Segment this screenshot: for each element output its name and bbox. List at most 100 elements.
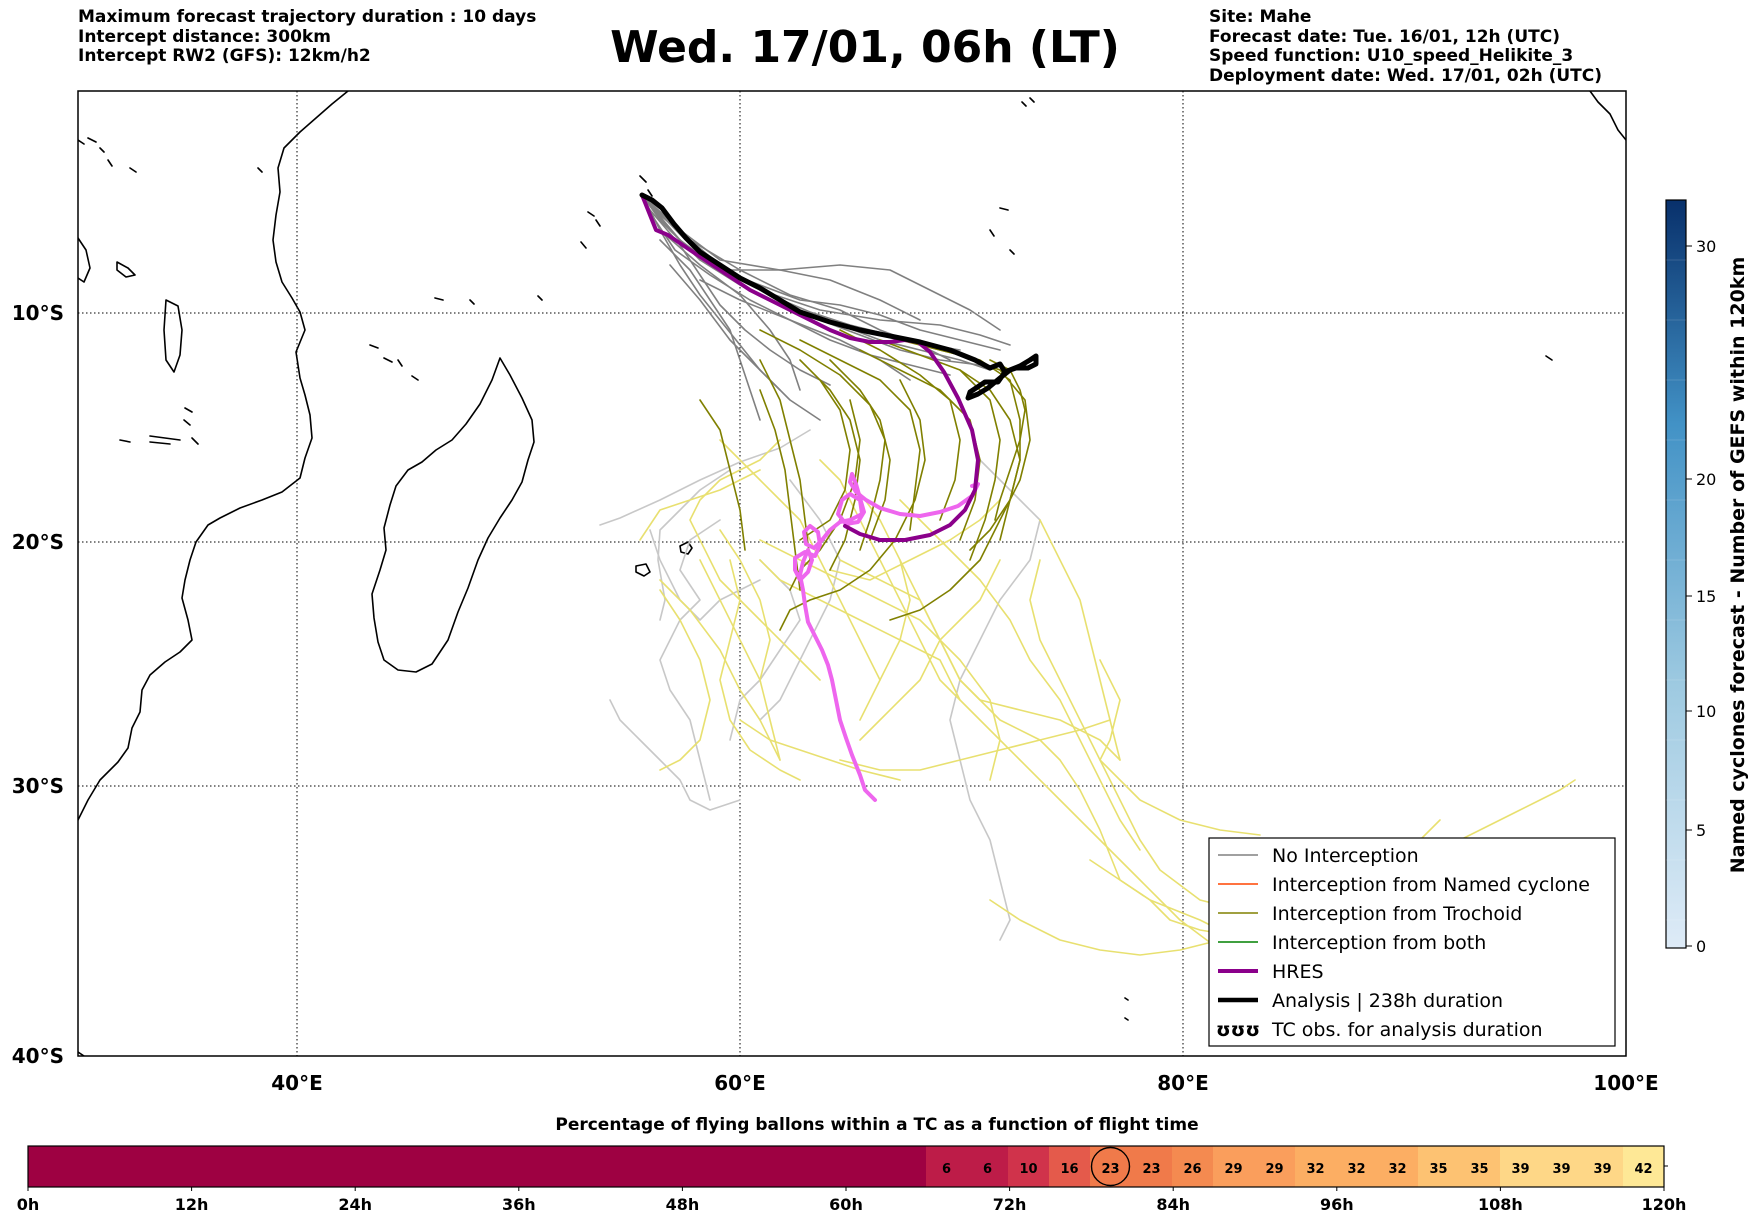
flight-time-cell-value: 32 — [1347, 1162, 1365, 1177]
comoros-islands — [369, 344, 419, 381]
flight-time-cell — [1008, 1146, 1050, 1187]
flight-time-cell — [1336, 1146, 1378, 1187]
map-frame — [77, 90, 1627, 1057]
flight-time-cell-value: 42 — [1634, 1162, 1652, 1177]
flight-time-cell-value: 6 — [942, 1162, 951, 1177]
current-time-marker — [1090, 1146, 1131, 1187]
madagascar-coast — [371, 357, 535, 673]
map-legend: No Interception Interception from Named … — [1208, 837, 1616, 1047]
flight-time-cell-value: 16 — [1060, 1162, 1078, 1177]
colorbar-scale — [1665, 199, 1687, 949]
lat-tick-label: 40°S — [12, 1044, 64, 1068]
flight-time-cell-value: 29 — [1265, 1162, 1283, 1177]
flight-time-cell-value: 26 — [1183, 1162, 1201, 1177]
flight-time-cell — [1418, 1146, 1460, 1187]
named-cyclones-colorbar: 0 5 10 15 20 30 Named cyclones forecast … — [1665, 199, 1749, 956]
flight-time-cell-value: 39 — [1552, 1162, 1570, 1177]
time-tick-label: 72h — [993, 1195, 1027, 1214]
flight-time-cell-value: 35 — [1429, 1162, 1447, 1177]
analysis-trajectory — [639, 192, 1039, 401]
australia-corner — [1589, 91, 1626, 141]
flight-time-cell-value: 29 — [1224, 1162, 1242, 1177]
pink-trajectory — [793, 472, 980, 802]
flight-time-cell — [1254, 1146, 1296, 1187]
legend-label-trochoid: Interception from Trochoid — [1272, 903, 1522, 925]
map-gridlines — [78, 91, 1626, 1056]
flight-time-cell — [967, 1146, 1009, 1187]
colorbar-tick-label: 0 — [1696, 937, 1706, 956]
flight-time-cell — [1541, 1146, 1583, 1187]
legend-label-no-interception: No Interception — [1272, 845, 1419, 867]
time-tick-label: 24h — [338, 1195, 372, 1214]
flight-time-cell — [1582, 1146, 1624, 1187]
page-title: Wed. 17/01, 06h (LT) — [610, 22, 1120, 73]
lon-tick-label: 100°E — [1593, 1071, 1658, 1095]
forecast-date-label: Forecast date: Tue. 16/01, 12h (UTC) — [1209, 26, 1560, 47]
colorbar-tick-label: 5 — [1696, 821, 1706, 840]
coastlines — [78, 91, 1626, 1056]
intercept-distance-label: Intercept distance: 300km — [78, 26, 331, 47]
flight-time-bar-cells: 6 6 10 16 23 23 26 29 29 32 32 32 35 35 39 39 39 42 — [926, 1146, 1665, 1187]
flight-time-cell-value: 10 — [1019, 1162, 1037, 1177]
flight-time-cell-value: 39 — [1593, 1162, 1611, 1177]
flight-time-bar: Percentage of flying ballons within a TC… — [17, 1115, 1687, 1214]
mascarene-islands — [635, 541, 693, 577]
flight-time-cell — [1131, 1146, 1173, 1187]
cocos-islands — [1545, 355, 1553, 361]
flight-time-cell — [1049, 1146, 1091, 1187]
legend-label-tc-obs: TC obs. for analysis duration — [1271, 1019, 1543, 1041]
colorbar-axis-label: Named cyclones forecast - Number of GEFS… — [1727, 257, 1749, 874]
flight-time-cell — [926, 1146, 968, 1187]
flight-time-bar-base — [28, 1146, 926, 1187]
site-label: Site: Mahe — [1209, 7, 1312, 27]
intercept-rw2-label: Intercept RW2 (GFS): 12km/h2 — [78, 46, 371, 66]
time-tick-label: 84h — [1156, 1195, 1190, 1214]
east-african-coast-fragments — [78, 137, 137, 173]
amsterdam-islands — [1124, 997, 1129, 1021]
lon-tick-label: 40°E — [271, 1071, 323, 1095]
legend-label-named-cyclone: Interception from Named cyclone — [1272, 874, 1590, 896]
lon-tick-label: 60°E — [714, 1071, 766, 1095]
flight-time-cell — [1377, 1146, 1419, 1187]
seychelles-islands — [434, 175, 653, 305]
flight-time-cell-value: 23 — [1142, 1162, 1160, 1177]
flight-time-cell — [1172, 1146, 1214, 1187]
time-tick-label: 120h — [1642, 1195, 1687, 1214]
lon-tick-label: 80°E — [1157, 1071, 1209, 1095]
time-tick-label: 48h — [666, 1195, 700, 1214]
trajectory-duration-label: Maximum forecast trajectory duration : 1… — [78, 7, 537, 27]
flight-time-cell — [1500, 1146, 1542, 1187]
flight-time-cell — [1459, 1146, 1501, 1187]
legend-label-hres: HRES — [1272, 961, 1324, 983]
map-axis-labels: 40°E 60°E 80°E 100°E 10°S 20°S 30°S 40°S — [12, 301, 1659, 1095]
time-tick-label: 36h — [502, 1195, 536, 1214]
legend-box — [1208, 837, 1616, 1047]
speed-function-label: Speed function: U10_speed_Helikite_3 — [1209, 46, 1574, 66]
lat-tick-label: 30°S — [12, 774, 64, 798]
flight-time-cell — [1213, 1146, 1255, 1187]
time-tick-label: 12h — [175, 1195, 209, 1214]
deployment-date-label: Deployment date: Wed. 17/01, 02h (UTC) — [1209, 65, 1603, 86]
lat-tick-label: 20°S — [12, 530, 64, 554]
legend-label-analysis: Analysis | 238h duration — [1272, 990, 1503, 1012]
trochoid-trajectories — [699, 329, 1031, 631]
time-tick-label: 60h — [829, 1195, 863, 1214]
time-tick-label: 96h — [1320, 1195, 1354, 1214]
lat-tick-label: 10°S — [12, 301, 64, 325]
colorbar-tick-label: 15 — [1696, 587, 1716, 606]
legend-label-both: Interception from both — [1272, 932, 1486, 954]
colorbar-tick-label: 30 — [1696, 237, 1716, 256]
africa-coast — [78, 91, 349, 821]
colorbar-tick-label: 10 — [1696, 702, 1716, 721]
flight-time-bar-title: Percentage of flying ballons within a TC… — [555, 1115, 1198, 1135]
chagos-islands — [989, 97, 1035, 255]
flight-time-cell-value: 35 — [1470, 1162, 1488, 1177]
mozambique-channel-islands — [119, 167, 263, 445]
flight-time-cell-value: 6 — [983, 1162, 992, 1177]
lake-victoria-coast — [163, 299, 183, 373]
header-right-info: Site: Mahe Forecast date: Tue. 16/01, 12… — [1209, 7, 1603, 86]
flight-time-cell-value: 32 — [1388, 1162, 1406, 1177]
flight-time-cell-value: 23 — [1101, 1162, 1119, 1177]
flight-time-cell — [1295, 1146, 1337, 1187]
